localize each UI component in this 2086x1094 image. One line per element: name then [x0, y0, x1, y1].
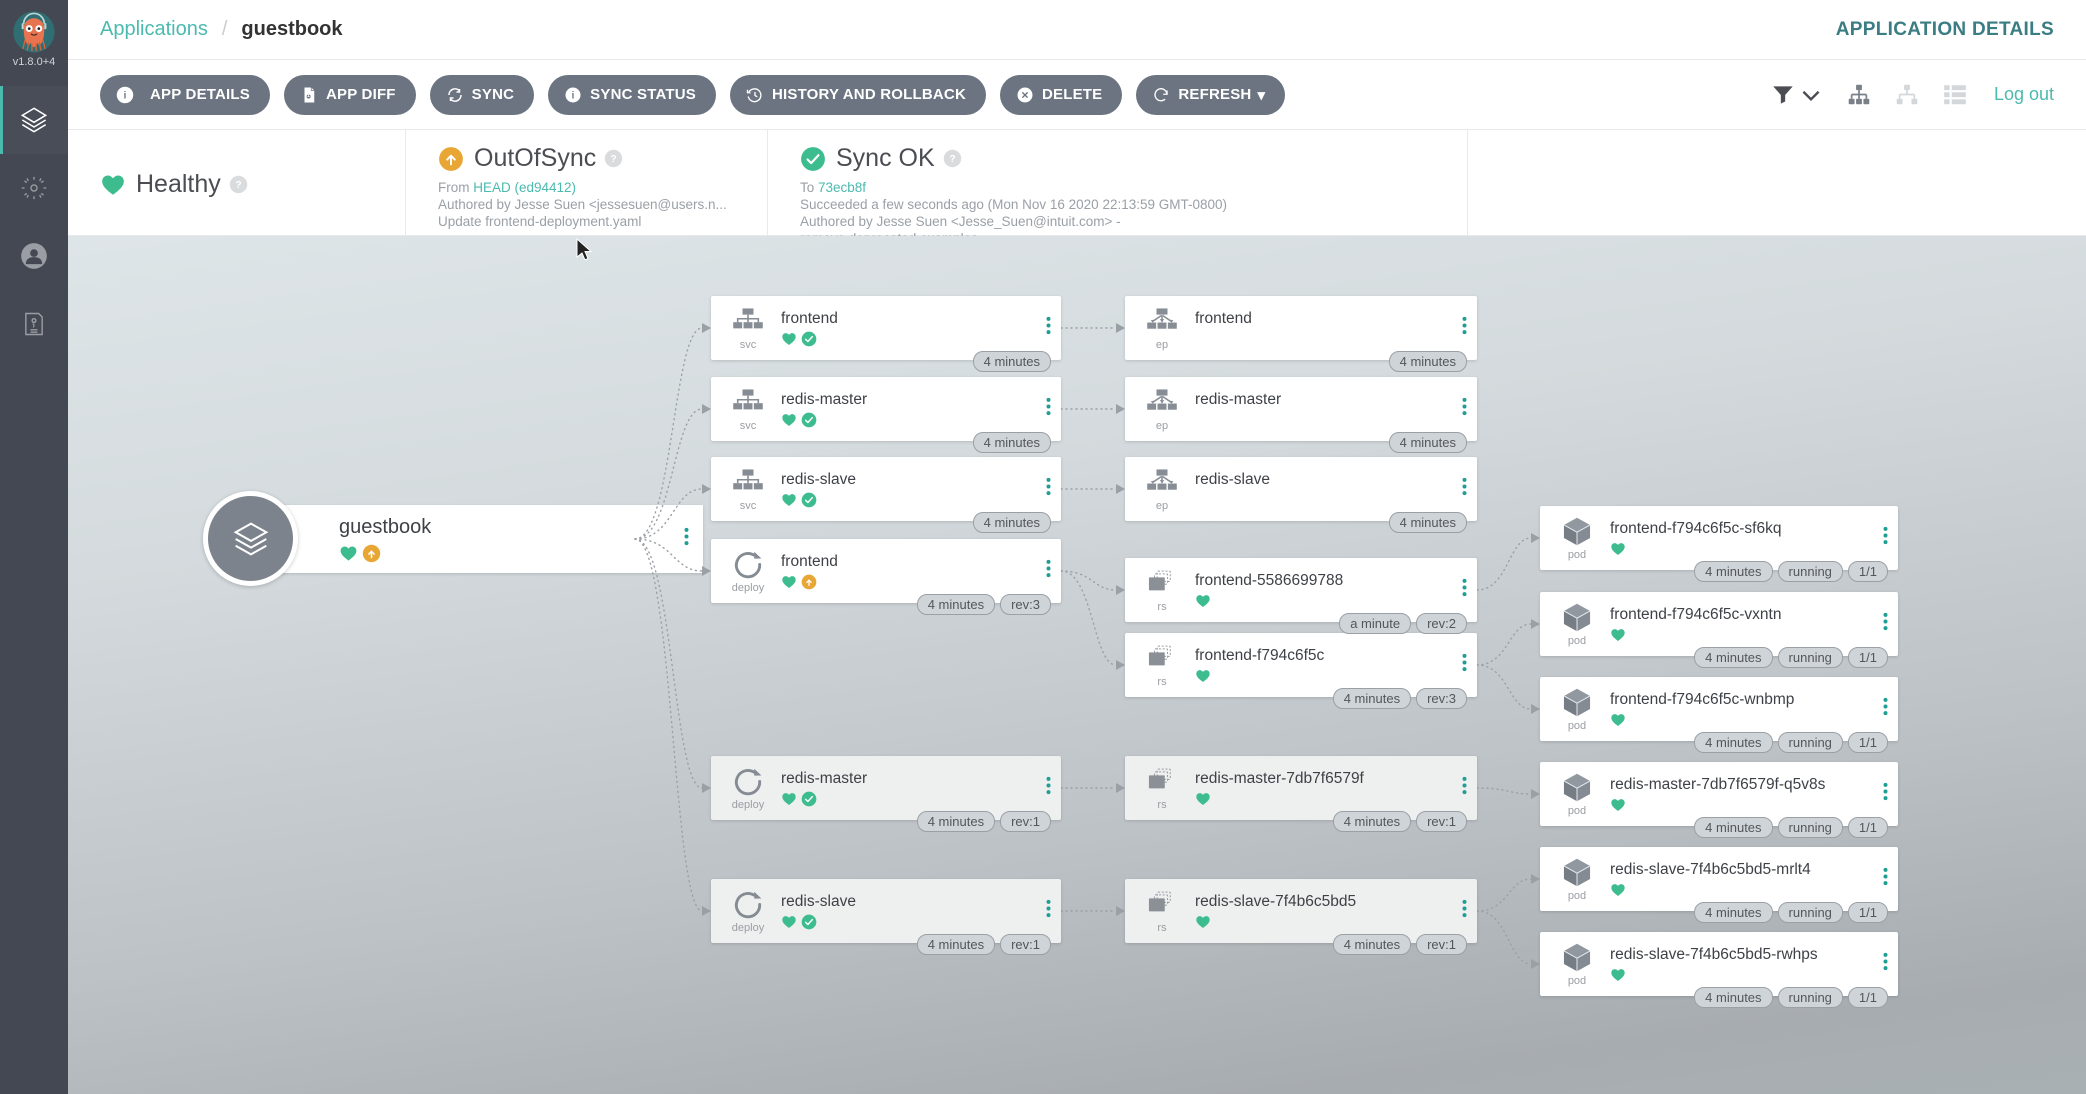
- svg-text:i: i: [572, 90, 575, 101]
- svg-text:i: i: [124, 90, 127, 101]
- svg-text:?: ?: [611, 154, 617, 165]
- svg-text:?: ?: [949, 154, 955, 165]
- svg-text:?: ?: [235, 180, 241, 191]
